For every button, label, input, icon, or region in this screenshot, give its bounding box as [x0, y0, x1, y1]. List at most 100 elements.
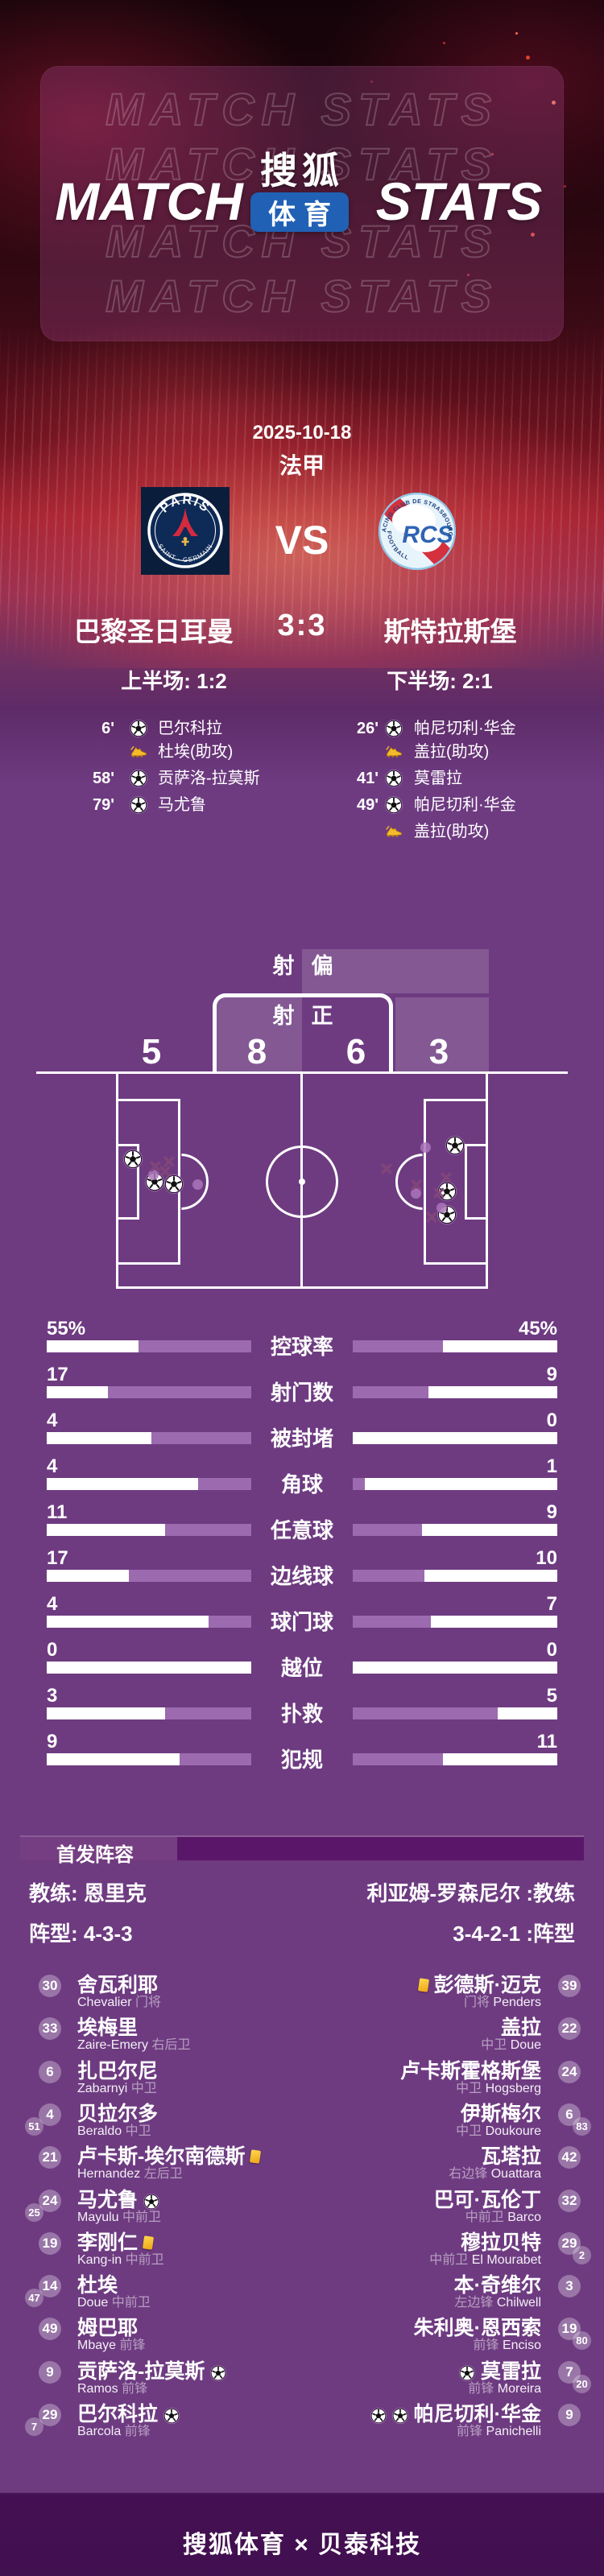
- home-stat-bar: [47, 1662, 251, 1674]
- player-name-en: Zabarnyi 中卫: [77, 2082, 157, 2096]
- substitution-minute: 83: [573, 2117, 591, 2136]
- ghost-title-text: MATCH STATS: [105, 138, 499, 189]
- player-name-en: 左边锋 Chilwell: [454, 2296, 541, 2310]
- first-half-score: 上半场: 1:2: [121, 669, 227, 693]
- goal-ball-icon: [385, 796, 403, 814]
- player-en-text: Barcola: [77, 2425, 122, 2438]
- player-position: 中卫: [456, 2124, 482, 2138]
- vs-label: VS: [275, 518, 329, 563]
- player-en-text: El Mourabet: [471, 2253, 541, 2267]
- yellow-card-icon: [250, 2149, 262, 2164]
- away-formation: 3-4-2-1 :阵型: [453, 1922, 575, 1946]
- player-name-zh: 卢卡斯-埃尔南德斯: [77, 2145, 262, 2168]
- player-zh-text: 贝拉尔多: [77, 2103, 159, 2125]
- ghost-title-text: MATCH STATS: [105, 270, 499, 321]
- player-name-en: Kang-in 中前卫: [77, 2253, 164, 2268]
- player-position: 中前卫: [429, 2253, 469, 2267]
- stat-label: 任意球: [270, 1518, 333, 1542]
- shot-on-target-marker: [410, 1187, 421, 1199]
- player-en-text: Doue: [77, 2296, 109, 2310]
- player-position: 前锋: [473, 2339, 499, 2352]
- assist-boot-icon: [130, 745, 147, 758]
- player-name-zh: 扎巴尔尼: [77, 2060, 158, 2083]
- player-number-badge: 24: [39, 2190, 61, 2212]
- away-bar-fill: [353, 1386, 428, 1398]
- away-stat-value: 10: [536, 1547, 557, 1569]
- home-bar-fill: [139, 1340, 251, 1352]
- home-stat-value: 17: [47, 1364, 68, 1385]
- away-bar-rest: [442, 1753, 557, 1765]
- player-name-zh: 马尤鲁: [77, 2189, 159, 2211]
- goal-minute: 26': [356, 720, 379, 737]
- away-stat-value: 7: [546, 1593, 557, 1615]
- goal-ball-icon: [130, 770, 147, 787]
- player-en-text: Doukoure: [485, 2124, 541, 2138]
- player-name-en: Barcola 前锋: [77, 2425, 151, 2439]
- away-bar-rest: [424, 1570, 557, 1582]
- league-name: 法甲: [279, 453, 325, 478]
- home-stat-bar: [47, 1478, 251, 1490]
- player-position: 左边锋: [454, 2296, 494, 2310]
- player-zh-text: 瓦塔拉: [480, 2145, 541, 2168]
- yellow-card-icon: [417, 1978, 429, 1992]
- right-penalty-area: [424, 1099, 488, 1265]
- shot-goal-marker: [445, 1136, 465, 1155]
- home-stat-bar: [47, 1386, 251, 1398]
- goal-icon-host: [385, 720, 403, 737]
- substitution-minute: 51: [25, 2117, 43, 2136]
- player-name-zh: 本·奇维尔: [454, 2274, 541, 2297]
- goal-minute: [341, 741, 379, 762]
- player-zh-text: 埃梅里: [77, 2017, 139, 2039]
- shot-on-target-marker: [420, 1141, 431, 1153]
- player-number-badge: 9: [558, 2404, 581, 2426]
- away-coach: 利亚姆-罗森尼尔 :教练: [366, 1881, 575, 1905]
- footer-branding: 搜狐体育 × 贝泰科技: [182, 2532, 422, 2558]
- away-bar-rest: [365, 1478, 557, 1490]
- away-team-name: 斯特拉斯堡: [383, 617, 517, 646]
- stat-label: 控球率: [270, 1335, 333, 1359]
- away-stat-bar: [353, 1707, 557, 1719]
- home-bar-rest: [47, 1570, 129, 1582]
- home-bar-fill: [128, 1570, 251, 1582]
- player-name-en: Beraldo 中卫: [77, 2124, 151, 2139]
- player-en-text: Ouattara: [490, 2167, 541, 2181]
- away-stat-bar: [353, 1478, 557, 1490]
- stat-label: 射门数: [270, 1381, 333, 1405]
- goal-icon-host: [130, 770, 147, 787]
- home-stat-value: 4: [47, 1455, 58, 1477]
- player-number-badge: 29: [39, 2404, 61, 2426]
- player-position: 前锋: [119, 2339, 146, 2352]
- player-zh-text: 李刚仁: [77, 2231, 139, 2254]
- player-name-en: 中卫 Hogsberg: [456, 2082, 541, 2096]
- player-number-badge: 19: [558, 2318, 581, 2340]
- away-bar-fill: [353, 1340, 443, 1352]
- player-name-en: Hernandez 左后卫: [77, 2167, 183, 2182]
- player-goal-marker: [370, 2406, 387, 2422]
- player-number-badge: 33: [39, 2017, 61, 2040]
- home-bar-rest: [47, 1616, 209, 1628]
- player-number-badge: 6: [558, 2103, 581, 2126]
- home-formation: 阵型: 4-3-3: [29, 1922, 133, 1946]
- away-stat-bar: [353, 1570, 557, 1582]
- away-off-cell: [302, 949, 489, 993]
- home-stat-value: 4: [47, 1410, 58, 1431]
- shot-goal-marker: [123, 1150, 143, 1169]
- goal-icon-host: [130, 720, 147, 737]
- home-stat-bar: [47, 1616, 251, 1628]
- away-stat-value: 0: [546, 1410, 557, 1431]
- player-name-en: 门将 Penders: [464, 1996, 541, 2010]
- shots-off-label: 射: [272, 954, 295, 978]
- substitution-minute: 47: [25, 2289, 43, 2307]
- player-zh-text: 帕尼切利·华金: [413, 2403, 541, 2425]
- player-zh-text: 马尤鲁: [77, 2189, 139, 2211]
- stat-label: 边线球: [270, 1564, 333, 1588]
- player-number-badge: 14: [39, 2275, 61, 2297]
- player-en-text: Mayulu: [77, 2211, 119, 2224]
- player-zh-text: 贡萨洛-拉莫斯: [77, 2360, 205, 2383]
- goal-minute: 6': [101, 720, 114, 737]
- lineup-section-band: [20, 1835, 584, 1862]
- psg-logo: PARIS SAINT - GERMAIN: [141, 487, 230, 575]
- away-bar-rest: [498, 1707, 557, 1719]
- right-six-yard-box: [465, 1144, 488, 1220]
